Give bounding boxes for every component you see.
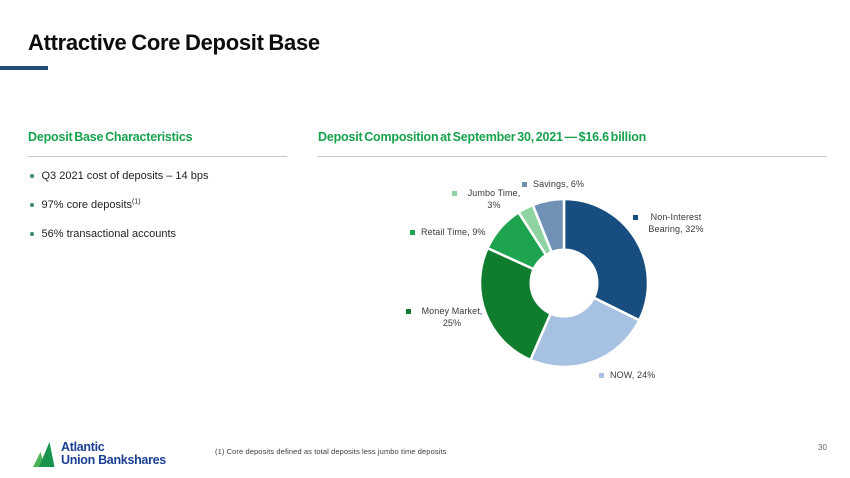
chart-label-text: Retail Time, 9% xyxy=(421,227,486,239)
donut-hole xyxy=(529,248,599,318)
left-panel-heading: Deposit Base Characteristics xyxy=(28,130,193,144)
chart-label-money-market: Money Market, 25% xyxy=(406,306,487,329)
bullet-item-transactional-accounts: 56% transactional accounts xyxy=(28,227,308,241)
logo-text: Atlantic Union Bankshares xyxy=(61,441,166,466)
bullet-text: 56% transactional accounts xyxy=(42,227,177,241)
label-line: Savings, 6% xyxy=(533,179,585,189)
bullet-dot-icon xyxy=(30,174,34,178)
chart-label-non-interest-bearing: Non-Interest Bearing, 32% xyxy=(633,212,708,235)
label-line: Money Market, xyxy=(421,306,483,316)
label-line: 25% xyxy=(442,317,462,328)
logo-line-1: Atlantic xyxy=(61,440,105,454)
label-line: Retail Time, 9% xyxy=(421,227,486,237)
bullet-dot-icon xyxy=(30,203,34,207)
bullet-item-core-deposits: 97% core deposits(1) xyxy=(28,198,308,212)
chart-label-retail-time: Retail Time, 9% xyxy=(410,227,486,239)
title-underline xyxy=(0,66,48,70)
label-line: 3% xyxy=(487,199,501,210)
chart-label-now: NOW, 24% xyxy=(599,370,655,382)
chart-label-text: Jumbo Time, 3% xyxy=(463,188,525,211)
bullet-text-main: Q3 2021 cost of deposits – 14 bps xyxy=(41,170,209,182)
chart-label-text: NOW, 24% xyxy=(610,370,655,382)
legend-marker-icon xyxy=(406,309,411,314)
donut-chart xyxy=(478,197,650,369)
logo-triangle-large xyxy=(39,442,55,467)
legend-marker-icon xyxy=(410,230,415,236)
bullet-list: Q3 2021 cost of deposits – 14 bps 97% co… xyxy=(28,169,308,256)
chart-label-jumbo-time: Jumbo Time, 3% xyxy=(452,188,525,211)
legend-marker-icon xyxy=(522,182,527,188)
company-logo: Atlantic Union Bankshares xyxy=(33,440,166,468)
left-divider xyxy=(28,156,287,157)
bullet-text-main: 56% transactional accounts xyxy=(41,228,177,240)
logo-mark-icon xyxy=(33,442,55,467)
bullet-dot-icon xyxy=(30,232,34,236)
page-number: 30 xyxy=(818,443,827,452)
bullet-text: 97% core deposits(1) xyxy=(42,198,141,212)
logo-line-2: Union Bankshares xyxy=(61,452,166,467)
label-line: Bearing, 32% xyxy=(648,223,704,234)
label-line: NOW, 24% xyxy=(610,370,656,380)
bullet-item-cost-of-deposits: Q3 2021 cost of deposits – 14 bps xyxy=(28,169,308,183)
label-line: Non-Interest xyxy=(650,212,702,222)
right-panel-heading: Deposit Composition at September 30, 202… xyxy=(318,130,647,144)
chart-label-text: Money Market, 25% xyxy=(417,306,487,329)
bullet-footnote-ref: (1) xyxy=(132,198,141,206)
label-line: Jumbo Time, xyxy=(467,188,521,198)
bullet-text: Q3 2021 cost of deposits – 14 bps xyxy=(42,169,209,183)
legend-marker-icon xyxy=(633,215,638,220)
chart-label-savings: Savings, 6% xyxy=(522,179,584,191)
right-divider xyxy=(318,156,827,157)
legend-marker-icon xyxy=(599,373,604,379)
page-title: Attractive Core Deposit Base xyxy=(28,30,320,55)
chart-label-text: Non-Interest Bearing, 32% xyxy=(644,212,708,235)
chart-label-text: Savings, 6% xyxy=(533,179,584,191)
legend-marker-icon xyxy=(452,191,457,196)
bullet-text-main: 97% core deposits xyxy=(41,199,133,211)
footnote: (1) Core deposits defined as total depos… xyxy=(215,447,447,456)
